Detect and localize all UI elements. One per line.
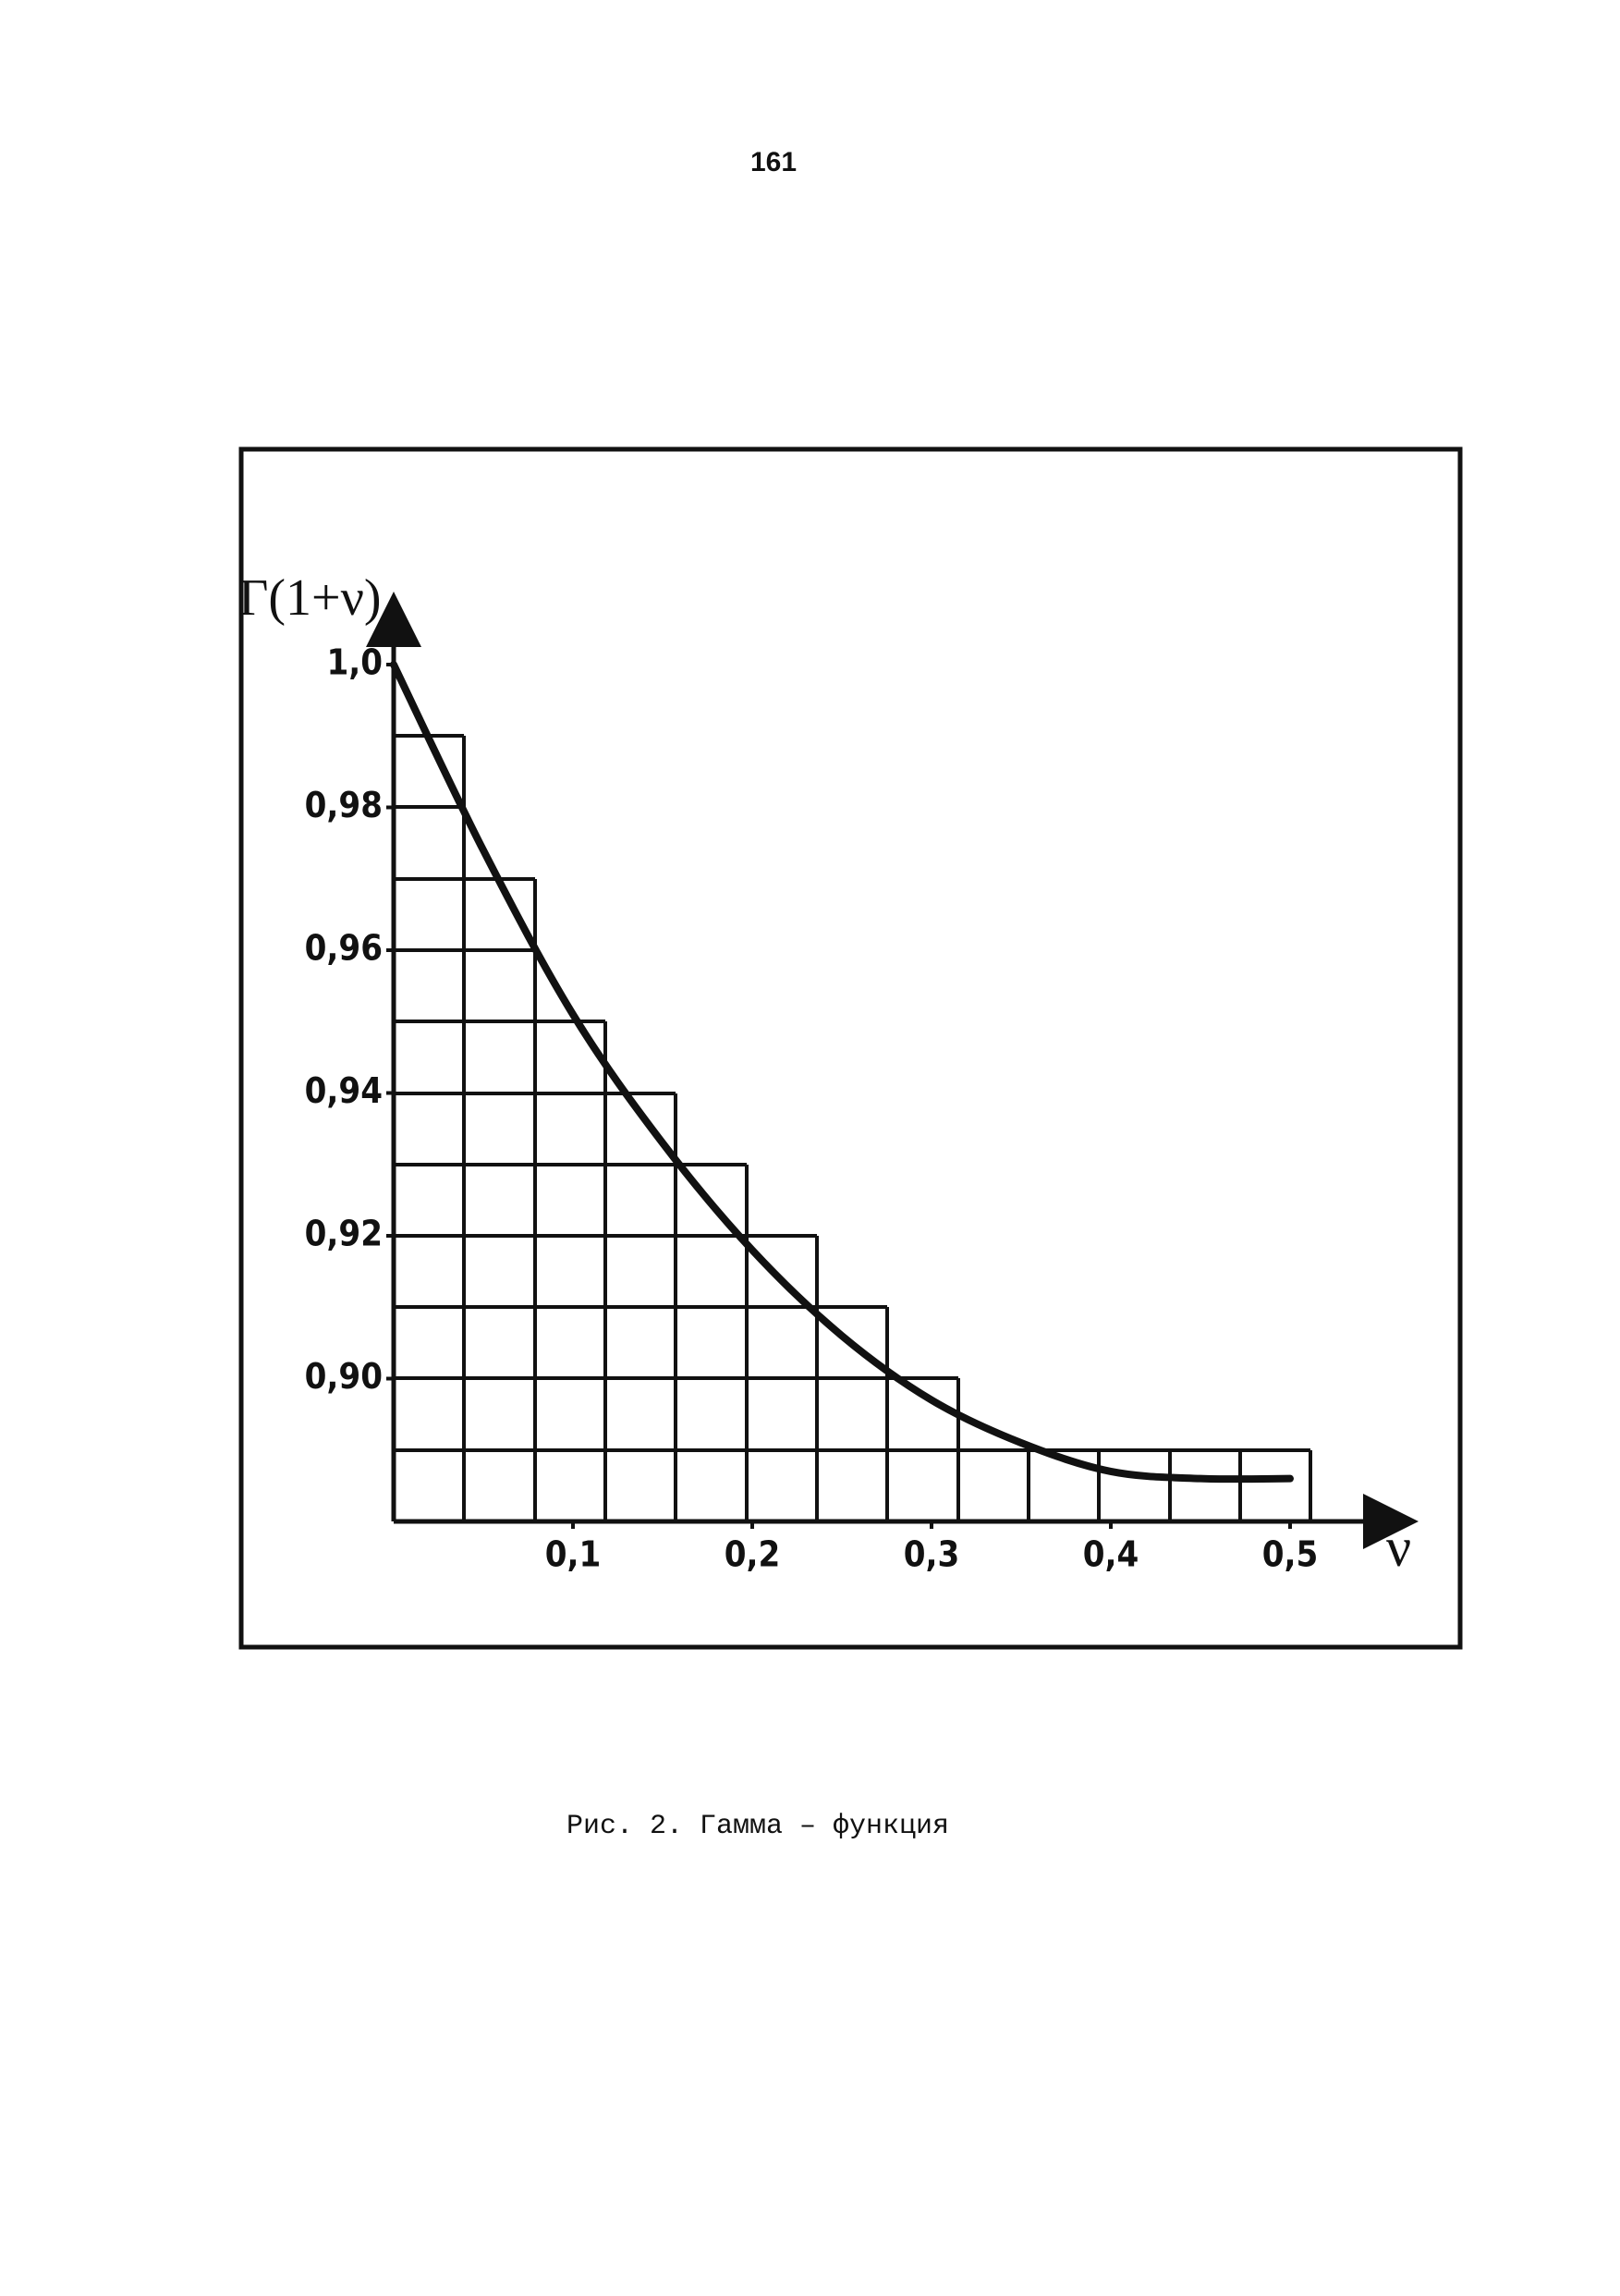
y-tick-label: 0,96 — [305, 928, 383, 969]
y-tick-label: 1,0 — [326, 642, 383, 683]
y-tick-label: 0,94 — [305, 1070, 383, 1111]
y-axis-label: Γ(1+ν) — [238, 569, 382, 627]
curve — [390, 661, 1294, 1484]
x-tick-label: 0,2 — [725, 1534, 781, 1575]
figure-caption: Рис. 2. Гамма – функция — [566, 1811, 949, 1842]
y-tick-label: 0,92 — [305, 1214, 383, 1254]
figure-frame — [238, 446, 1463, 1650]
staircase-grid — [394, 734, 1312, 1521]
page-number: 161 — [750, 147, 797, 177]
x-tick-label: 0,3 — [904, 1534, 960, 1575]
y-tick-label: 0,90 — [305, 1356, 383, 1397]
x-axis-label: ν — [1386, 1517, 1411, 1578]
x-tick-label: 0,1 — [545, 1534, 602, 1575]
x-tick-label: 0,5 — [1262, 1534, 1319, 1575]
x-tick-label: 0,4 — [1083, 1534, 1139, 1575]
y-tick-label: 0,98 — [305, 785, 383, 825]
